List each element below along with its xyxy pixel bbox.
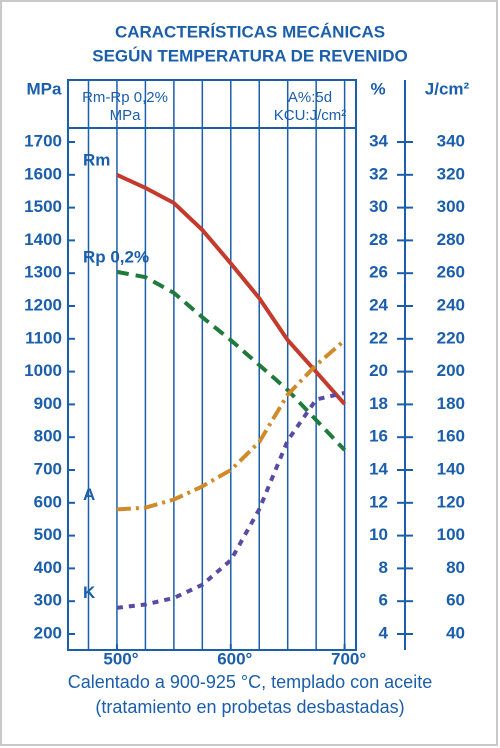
y3-tick-label: 40 [446, 623, 465, 642]
y-tick-label: 600 [34, 492, 62, 511]
y-tick-label: 1500 [24, 197, 62, 216]
y2-tick-label: 10 [369, 525, 388, 544]
caption: Calentado a 900-925 °C, templado con ace… [68, 672, 432, 692]
y2-tick-label: 16 [369, 427, 388, 446]
y2-axis-label: % [370, 79, 385, 98]
y-tick-label: 500 [34, 525, 62, 544]
y2-tick-label: 8 [379, 558, 388, 577]
y3-tick-label: 100 [437, 525, 465, 544]
y3-tick-label: 60 [446, 591, 465, 610]
y-tick-label: 700 [34, 459, 62, 478]
y2-tick-label: 34 [369, 131, 388, 150]
series-line [116, 338, 346, 512]
y-tick-label: 1300 [24, 263, 62, 282]
y3-tick-label: 160 [437, 427, 465, 446]
y3-tick-label: 220 [437, 328, 465, 347]
header-text: A%:5d [288, 89, 332, 106]
series-label: K [83, 583, 96, 602]
y2-tick-label: 4 [379, 623, 389, 642]
y-tick-label: 1400 [24, 230, 62, 249]
y2-tick-label: 6 [379, 591, 388, 610]
y-tick-label: 1700 [24, 131, 62, 150]
y-tick-label: 1000 [24, 361, 62, 380]
y3-tick-label: 180 [437, 394, 465, 413]
y-tick-label: 1100 [25, 328, 62, 347]
caption: (tratamiento en probetas desbastadas) [95, 697, 404, 717]
y2-tick-label: 30 [369, 197, 388, 216]
y2-tick-label: 20 [369, 361, 388, 380]
y3-tick-label: 340 [437, 131, 465, 150]
series-line [116, 390, 346, 610]
y-tick-label: 1200 [24, 295, 62, 314]
y2-tick-label: 26 [369, 263, 388, 282]
header-text: KCU:J/cm² [274, 107, 347, 124]
y2-tick-label: 24 [369, 295, 388, 314]
y2-tick-label: 14 [369, 459, 388, 478]
y3-tick-label: 80 [446, 558, 465, 577]
header-text: MPa [110, 107, 142, 124]
x-tick-label: 700° [331, 649, 366, 668]
y3-tick-label: 200 [437, 361, 465, 380]
x-tick-label: 600° [217, 649, 252, 668]
y2-tick-label: 28 [369, 230, 388, 249]
y2-tick-label: 12 [369, 492, 388, 511]
y3-tick-label: 320 [437, 164, 465, 183]
y-tick-label: 400 [34, 558, 62, 577]
y-tick-label: 1600 [24, 164, 62, 183]
y3-tick-label: 140 [437, 459, 465, 478]
y2-tick-label: 32 [369, 164, 388, 183]
y3-tick-label: 280 [437, 230, 465, 249]
y3-tick-label: 240 [437, 295, 465, 314]
series-label: Rm [83, 150, 110, 169]
series-label: A [83, 485, 95, 504]
y3-axis-label: J/cm² [425, 79, 470, 98]
y2-tick-label: 22 [369, 328, 388, 347]
y-axis-label: MPa [27, 79, 63, 98]
y2-tick-label: 18 [369, 394, 388, 413]
series-line [116, 269, 347, 452]
series-label: Rp 0,2% [83, 247, 149, 266]
chart-title: SEGÚN TEMPERATURA DE REVENIDO [92, 46, 407, 65]
header-text: Rm-Rp 0,2% [82, 89, 168, 106]
y-tick-label: 200 [34, 623, 62, 642]
plot-frame [67, 79, 357, 651]
y-tick-label: 800 [34, 427, 62, 446]
y-tick-label: 900 [34, 394, 62, 413]
y-tick-label: 300 [34, 591, 62, 610]
series-line [116, 172, 347, 406]
y3-tick-label: 120 [437, 492, 465, 511]
x-tick-label: 500° [103, 649, 138, 668]
y3-tick-label: 260 [437, 263, 465, 282]
y3-tick-label: 300 [437, 197, 465, 216]
chart-title: CARACTERÍSTICAS MECÁNICAS [115, 22, 385, 41]
